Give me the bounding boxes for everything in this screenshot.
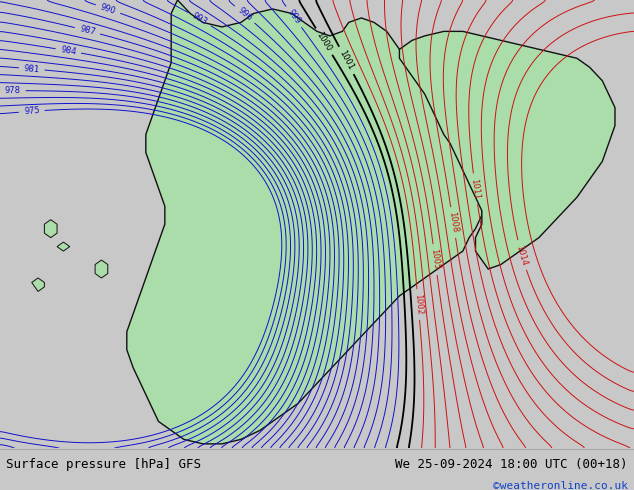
- Text: 1011: 1011: [470, 178, 481, 200]
- Text: 1000: 1000: [314, 30, 333, 53]
- Polygon shape: [127, 0, 482, 444]
- Text: 996: 996: [236, 6, 254, 23]
- Text: 999: 999: [285, 8, 302, 26]
- Text: 993: 993: [190, 11, 209, 27]
- Polygon shape: [44, 220, 57, 238]
- Text: 1001: 1001: [337, 49, 355, 72]
- Polygon shape: [95, 260, 108, 278]
- Polygon shape: [32, 278, 44, 292]
- Text: 984: 984: [60, 45, 77, 57]
- Polygon shape: [57, 242, 70, 251]
- Text: Surface pressure [hPa] GFS: Surface pressure [hPa] GFS: [6, 458, 202, 471]
- Polygon shape: [399, 31, 615, 269]
- Text: We 25-09-2024 18:00 UTC (00+18): We 25-09-2024 18:00 UTC (00+18): [395, 458, 628, 471]
- Text: ©weatheronline.co.uk: ©weatheronline.co.uk: [493, 481, 628, 490]
- Text: 1008: 1008: [447, 211, 459, 234]
- Text: 1005: 1005: [429, 248, 441, 270]
- Text: 978: 978: [4, 86, 21, 95]
- Text: 1002: 1002: [413, 294, 424, 316]
- Text: 1014: 1014: [515, 244, 529, 267]
- Text: 990: 990: [99, 2, 117, 16]
- Text: 975: 975: [23, 106, 40, 116]
- Text: 981: 981: [23, 64, 40, 74]
- Text: 987: 987: [79, 24, 96, 37]
